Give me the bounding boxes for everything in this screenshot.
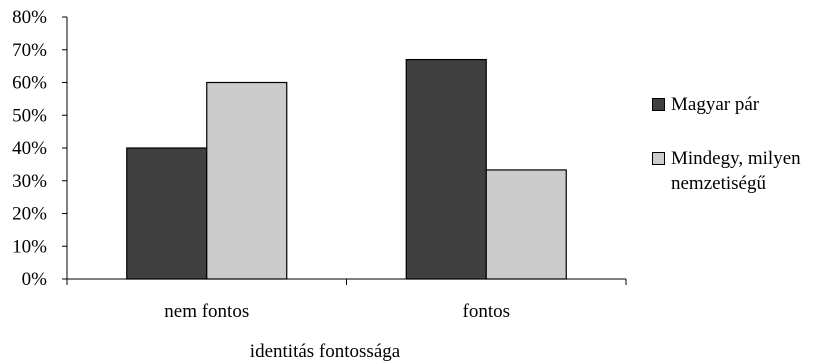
x-tick-label: fontos xyxy=(463,301,511,322)
y-tick-label: 60% xyxy=(12,73,47,94)
x-axis: nem fontos fontos xyxy=(66,278,627,322)
bar-magyar-par-fontos xyxy=(405,58,487,280)
bar-mindegy-nem-fontos xyxy=(206,81,288,280)
x-tick-label: nem fontos xyxy=(164,301,249,322)
y-tick-label: 70% xyxy=(12,40,47,61)
y-tick-label: 10% xyxy=(12,236,47,257)
legend-label-mindegy: Mindegy, milyen nemzetiségű xyxy=(671,148,801,194)
bar-mindegy-fontos xyxy=(485,169,567,280)
legend-swatch-mindegy xyxy=(652,152,665,165)
x-axis-title: identitás fontossága xyxy=(250,341,401,361)
y-tick-label: 0% xyxy=(22,269,48,290)
legend: Magyar pár Mindegy, milyen nemzetiségű xyxy=(652,92,821,196)
legend-item-magyar-par: Magyar pár xyxy=(652,92,821,117)
y-tick-label: 80% xyxy=(12,7,47,28)
y-axis: 0% 10% 20% 30% 40% 50% 60% 70% 80% xyxy=(12,7,68,290)
legend-swatch-magyar-par xyxy=(652,98,665,111)
y-tick-label: 30% xyxy=(12,171,47,192)
legend-item-mindegy: Mindegy, milyen nemzetiségű xyxy=(652,146,821,196)
bar-magyar-par-nem-fontos xyxy=(126,147,208,280)
legend-label-magyar-par: Magyar pár xyxy=(671,94,760,115)
y-tick-label: 40% xyxy=(12,138,47,159)
y-tick-label: 20% xyxy=(12,204,47,225)
bars xyxy=(126,58,567,280)
y-tick-label: 50% xyxy=(12,105,47,126)
